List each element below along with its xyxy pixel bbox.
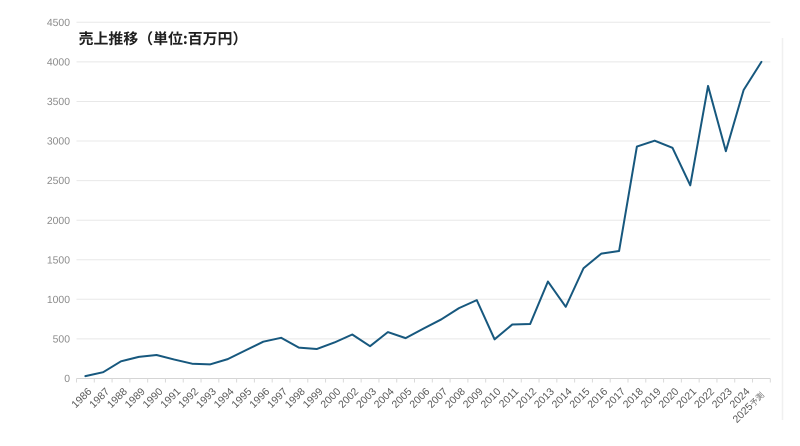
svg-text:1500: 1500 <box>47 255 70 266</box>
svg-text:3000: 3000 <box>47 137 70 148</box>
svg-text:2500: 2500 <box>47 176 70 187</box>
svg-text:1000: 1000 <box>47 295 70 306</box>
svg-text:4500: 4500 <box>47 18 70 29</box>
svg-text:3500: 3500 <box>47 97 70 108</box>
svg-text:2000: 2000 <box>47 216 70 227</box>
svg-text:0: 0 <box>64 374 70 385</box>
svg-text:4000: 4000 <box>47 58 70 69</box>
svg-text:500: 500 <box>53 335 71 346</box>
